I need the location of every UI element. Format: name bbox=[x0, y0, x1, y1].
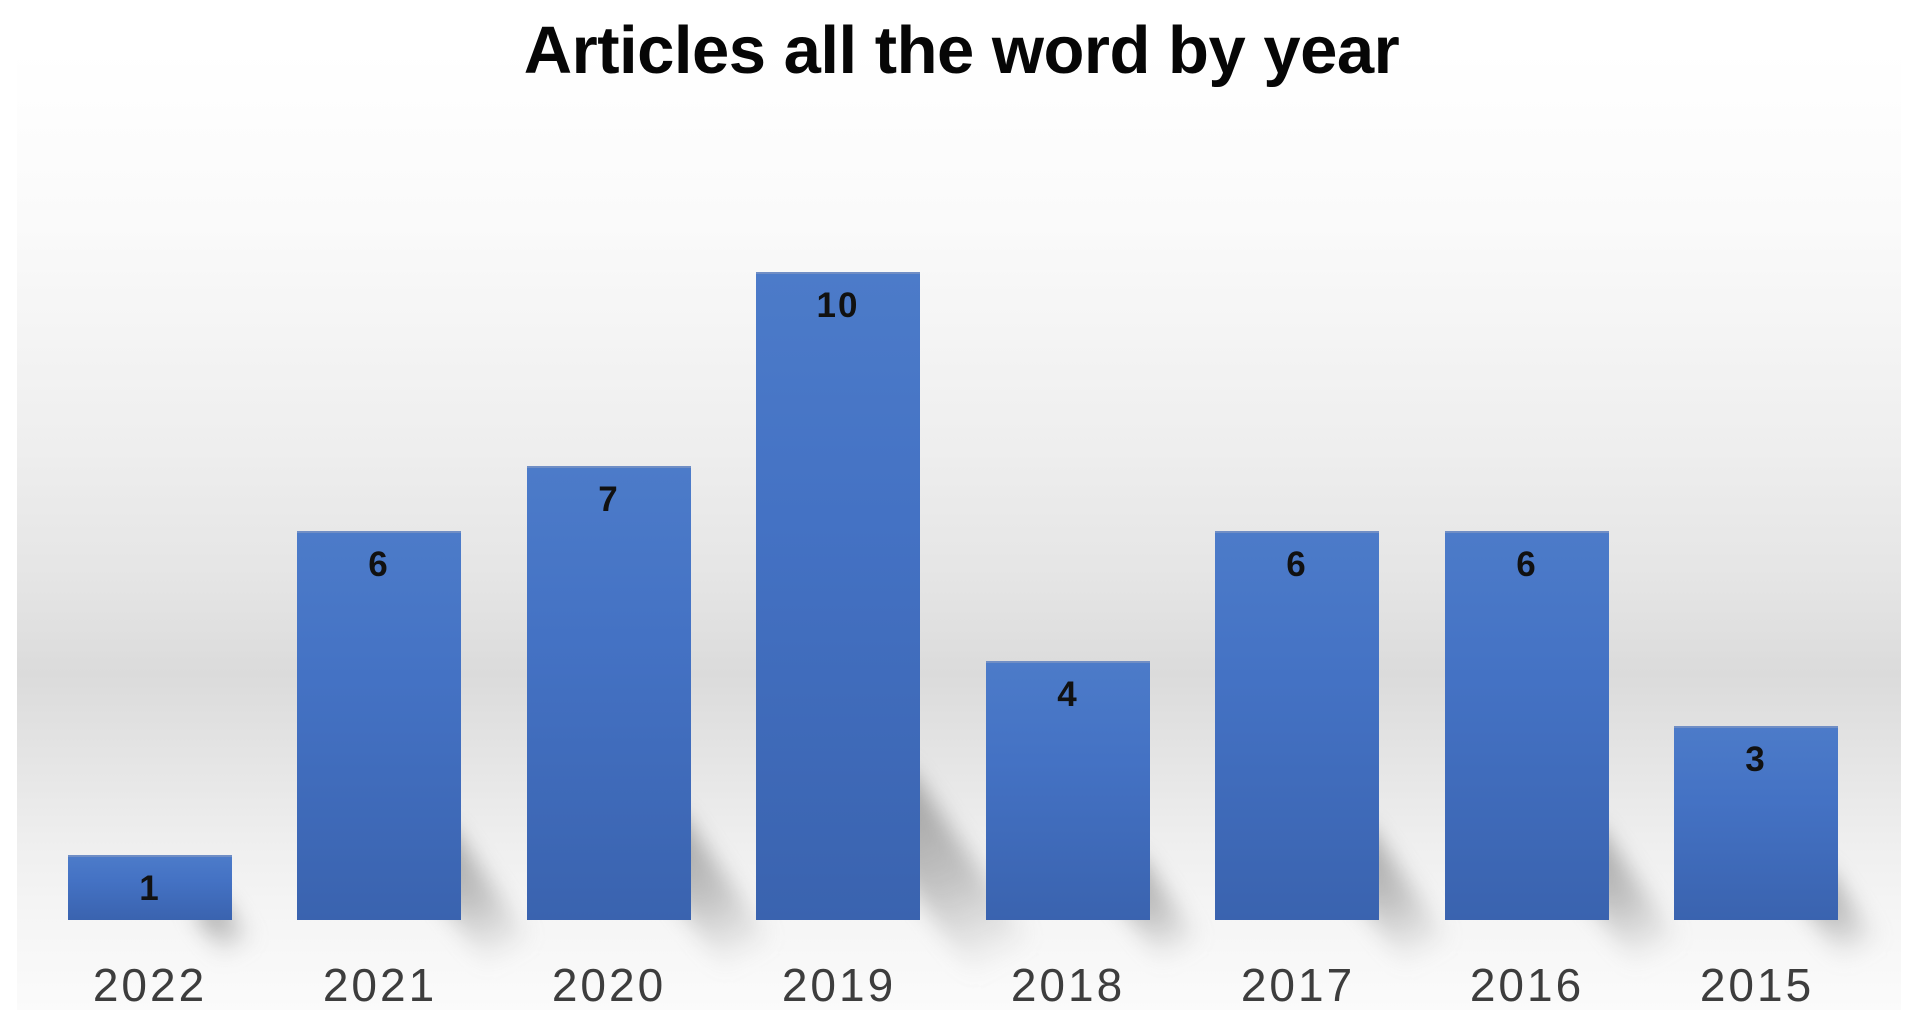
bar-value-label: 6 bbox=[368, 545, 390, 584]
bar-value-label: 6 bbox=[1516, 545, 1538, 584]
bar-2022: 1 bbox=[68, 855, 232, 920]
chart-title: Articles all the word by year bbox=[523, 13, 1400, 88]
bar-value-label: 7 bbox=[598, 480, 620, 519]
bar-value-label: 10 bbox=[816, 286, 860, 325]
x-axis-label-2020: 2020 bbox=[551, 959, 667, 1011]
x-axis-label-2016: 2016 bbox=[1469, 959, 1585, 1011]
bar-2020: 7 bbox=[527, 466, 691, 920]
bar-2015: 3 bbox=[1674, 726, 1838, 920]
bar-2021: 6 bbox=[297, 531, 461, 920]
bar-2019: 10 bbox=[756, 272, 920, 920]
bar-value-label: 1 bbox=[139, 869, 161, 908]
x-axis-label-2015: 2015 bbox=[1699, 959, 1815, 1011]
x-axis-label-2019: 2019 bbox=[781, 959, 897, 1011]
bar-value-label: 6 bbox=[1286, 545, 1308, 584]
x-axis-label-2022: 2022 bbox=[92, 959, 208, 1011]
bar-2016: 6 bbox=[1445, 531, 1609, 920]
bar-value-label: 3 bbox=[1745, 740, 1767, 779]
x-axis-label-2017: 2017 bbox=[1240, 959, 1356, 1011]
bar-value-label: 4 bbox=[1057, 675, 1079, 714]
bar-2017: 6 bbox=[1215, 531, 1379, 920]
x-axis-label-2018: 2018 bbox=[1010, 959, 1126, 1011]
bar-2018: 4 bbox=[986, 661, 1150, 920]
x-axis-label-2021: 2021 bbox=[322, 959, 438, 1011]
